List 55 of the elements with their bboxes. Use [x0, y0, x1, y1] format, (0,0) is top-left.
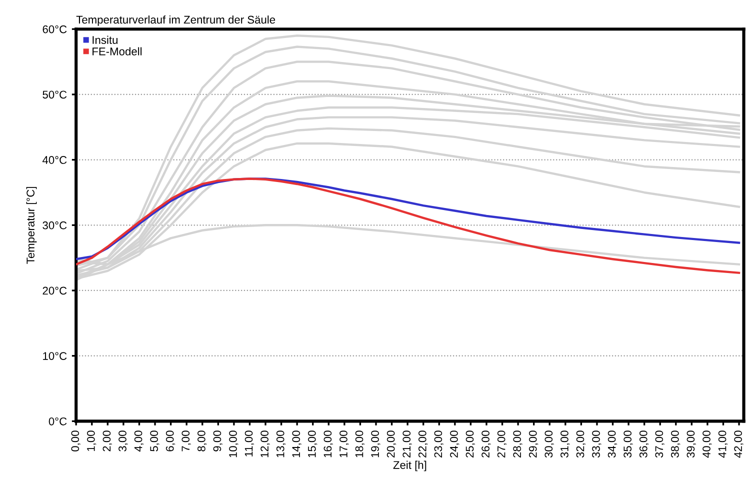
x-tick-label: 5,00 [150, 430, 160, 452]
x-tick-label: 41,00 [718, 430, 728, 458]
x-tick-label: 17,00 [340, 430, 349, 458]
x-tick-label: 32,00 [576, 430, 586, 458]
y-tick-label: 20°C [42, 286, 67, 295]
x-tick-label: 15,00 [308, 430, 318, 458]
x-tick-label: 8,00 [197, 430, 207, 452]
x-tick-label: 35,00 [624, 430, 633, 458]
legend-label: Insitu [92, 36, 118, 44]
x-tick-label: 7,00 [182, 430, 191, 452]
x-tick-label: 36,00 [639, 430, 649, 458]
y-tick-label: 50°C [42, 90, 67, 99]
x-tick-label: 29,00 [528, 430, 538, 458]
x-tick-label: 9,00 [213, 430, 222, 452]
x-tick-label: 20,00 [386, 430, 396, 458]
y-tick-label: 30°C [42, 221, 67, 230]
x-tick-label: 25,00 [466, 430, 475, 458]
x-tick-label: 21,00 [402, 430, 412, 458]
x-tick-label: 37,00 [655, 430, 664, 458]
x-tick-label: 22,00 [418, 430, 428, 458]
y-tick-label: 0°C [48, 417, 67, 426]
x-tick-label: 11,00 [244, 430, 254, 456]
x-tick-label: 10,00 [229, 430, 238, 458]
y-tick-label: 60°C [42, 25, 67, 34]
chart-title: Temperaturverlauf im Zentrum der Säule [76, 15, 276, 26]
y-tick-label: 40°C [42, 156, 67, 164]
y-axis-title: Temperatur [°C] [26, 186, 37, 264]
x-tick-label: 24,00 [450, 430, 460, 458]
x-tick-label: 19,00 [371, 430, 380, 458]
x-tick-label: 31,00 [560, 430, 570, 458]
x-tick-label: 13,00 [276, 430, 286, 458]
x-tick-label: 40,00 [702, 430, 712, 458]
y-tick-label: 10°C [43, 352, 67, 360]
x-tick-label: 2,00 [102, 430, 112, 452]
x-tick-label: 27,00 [497, 430, 507, 458]
x-tick-label: 30,00 [544, 430, 554, 458]
x-tick-label: 28,00 [513, 430, 522, 458]
x-tick-label: 1,00 [86, 430, 96, 451]
x-tick-label: 33,00 [592, 430, 602, 458]
x-tick-label: 0,00 [71, 430, 80, 452]
x-tick-label: 26,00 [482, 430, 491, 458]
legend-label: FE-Modell [92, 47, 142, 56]
x-tick-label: 39,00 [686, 430, 696, 458]
x-tick-label: 12,00 [260, 430, 270, 458]
x-tick-label: 14,00 [292, 430, 302, 458]
x-tick-label: 4,00 [134, 430, 144, 452]
x-tick-label: 6,00 [166, 430, 176, 452]
x-tick-label: 3,00 [118, 430, 128, 452]
x-tick-label: 16,00 [324, 430, 333, 458]
x-tick-label: 42,00 [734, 430, 744, 458]
x-axis-title: Zeit [h] [393, 460, 426, 472]
x-tick-label: 23,00 [434, 430, 444, 458]
x-tick-label: 18,00 [355, 430, 364, 458]
x-tick-label: 38,00 [671, 430, 680, 458]
x-tick-label: 34,00 [608, 430, 618, 458]
